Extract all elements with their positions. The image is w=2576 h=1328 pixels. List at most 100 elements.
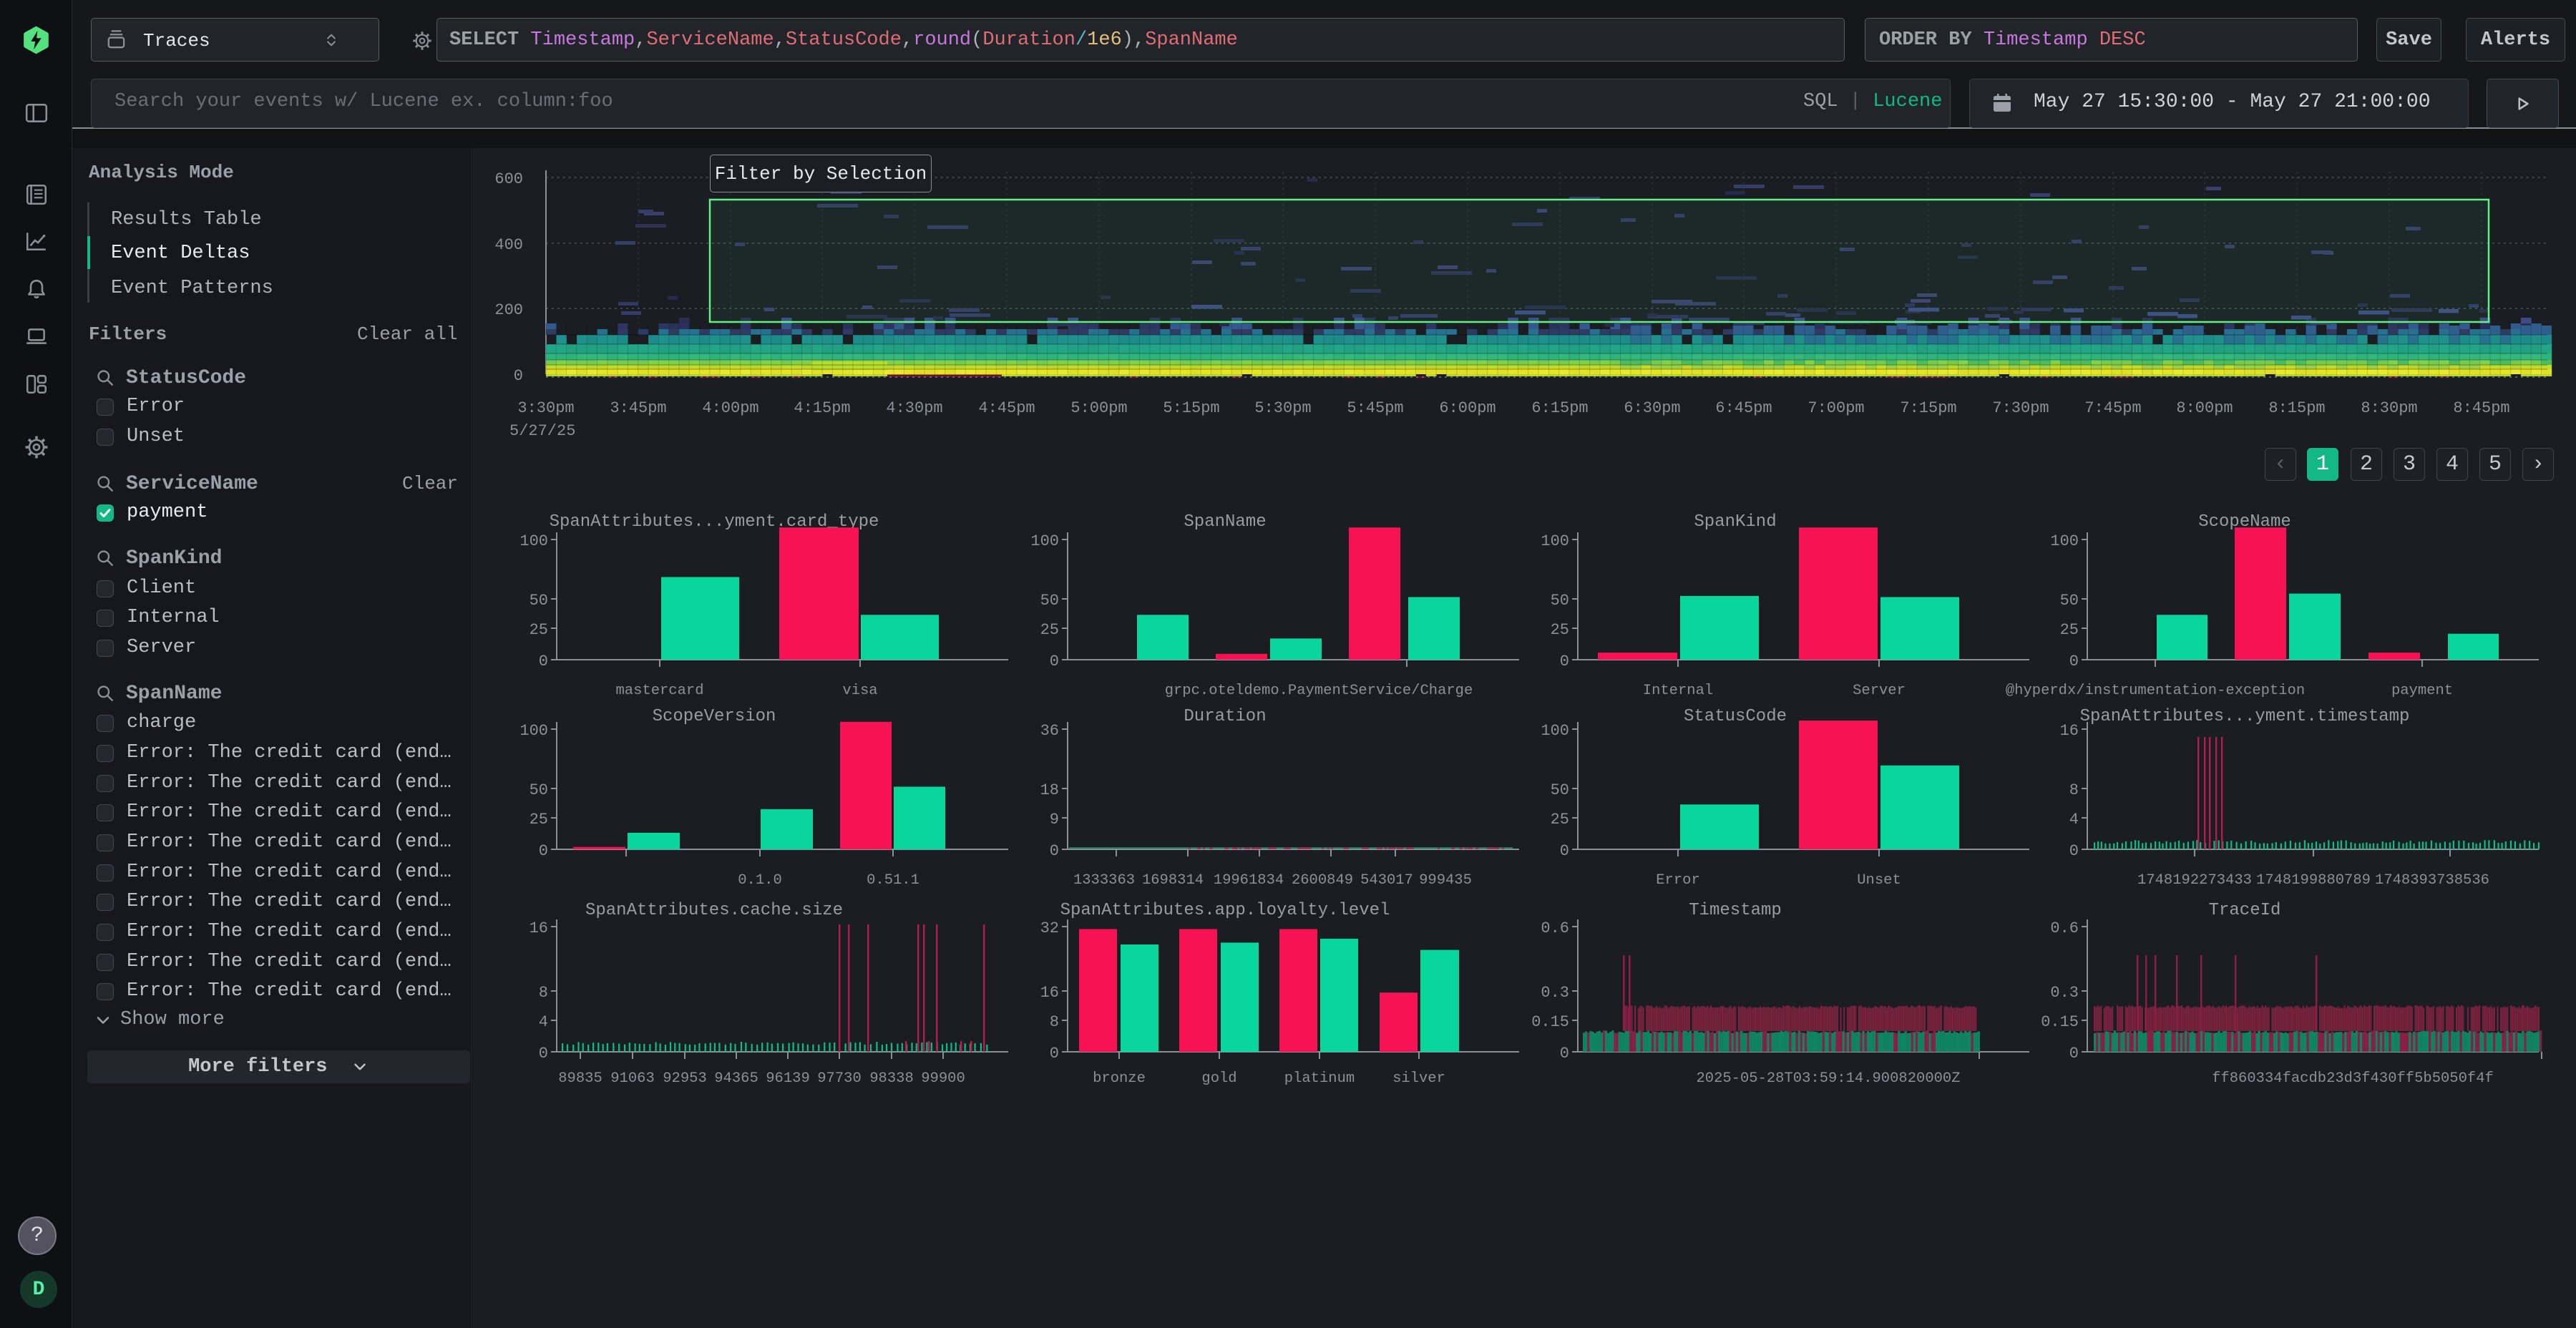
svg-text:50: 50 xyxy=(530,781,548,799)
svg-text:7:45pm: 7:45pm xyxy=(2084,399,2141,417)
svg-text:8: 8 xyxy=(1050,1013,1059,1031)
svg-text:16: 16 xyxy=(1040,984,1059,1002)
svg-text:600: 600 xyxy=(494,170,523,188)
svg-text:999435: 999435 xyxy=(1419,872,1472,889)
svg-text:4:30pm: 4:30pm xyxy=(886,399,942,417)
svg-text:99900: 99900 xyxy=(921,1070,965,1087)
svg-text:0: 0 xyxy=(539,842,548,860)
svg-text:91063: 91063 xyxy=(610,1070,655,1087)
svg-text:2600849: 2600849 xyxy=(1292,872,1353,889)
svg-text:SpanName: SpanName xyxy=(1184,512,1266,532)
svg-text:25: 25 xyxy=(1551,621,1569,639)
svg-text:100: 100 xyxy=(1541,532,1569,550)
svg-text:Internal: Internal xyxy=(1643,683,1713,699)
svg-text:8:45pm: 8:45pm xyxy=(2453,399,2509,417)
svg-text:4:15pm: 4:15pm xyxy=(794,399,850,417)
svg-text:0.15: 0.15 xyxy=(1531,1013,1569,1031)
svg-text:gold: gold xyxy=(1201,1070,1236,1087)
svg-text:0.6: 0.6 xyxy=(1541,919,1569,937)
svg-text:0.3: 0.3 xyxy=(2050,984,2079,1002)
svg-text:6:30pm: 6:30pm xyxy=(1624,399,1680,417)
svg-text:100: 100 xyxy=(519,532,548,550)
svg-text:5/27/25: 5/27/25 xyxy=(509,422,575,440)
svg-text:7:00pm: 7:00pm xyxy=(1807,399,1864,417)
svg-text:8:00pm: 8:00pm xyxy=(2176,399,2233,417)
svg-text:Duration: Duration xyxy=(1184,707,1266,726)
svg-text:bronze: bronze xyxy=(1093,1070,1146,1087)
svg-text:@hyperdx/instrumentation-excep: @hyperdx/instrumentation-exception xyxy=(2006,683,2305,699)
svg-text:9: 9 xyxy=(1050,811,1059,829)
svg-text:Error: Error xyxy=(1656,872,1700,889)
svg-text:8:30pm: 8:30pm xyxy=(2361,399,2417,417)
svg-text:0.6: 0.6 xyxy=(2050,919,2079,937)
svg-text:50: 50 xyxy=(530,592,548,610)
svg-text:19961834: 19961834 xyxy=(1214,872,1284,889)
svg-text:100: 100 xyxy=(1541,722,1569,740)
svg-text:SpanAttributes...yment.timesta: SpanAttributes...yment.timestamp xyxy=(2080,707,2410,726)
svg-text:0: 0 xyxy=(1560,1045,1569,1063)
svg-text:25: 25 xyxy=(1551,811,1569,829)
svg-text:8:15pm: 8:15pm xyxy=(2268,399,2325,417)
svg-text:7:15pm: 7:15pm xyxy=(1900,399,1956,417)
svg-text:4: 4 xyxy=(2069,811,2079,829)
svg-text:TraceId: TraceId xyxy=(2209,901,2281,920)
svg-text:2025-05-28T03:59:14.900820000Z: 2025-05-28T03:59:14.900820000Z xyxy=(1696,1070,1960,1087)
svg-text:3:45pm: 3:45pm xyxy=(610,399,666,417)
svg-text:1333363: 1333363 xyxy=(1073,872,1135,889)
svg-text:1748199880789: 1748199880789 xyxy=(2256,872,2371,889)
svg-text:100: 100 xyxy=(519,722,548,740)
svg-text:Server: Server xyxy=(1853,683,1906,699)
svg-text:1748393738536: 1748393738536 xyxy=(2375,872,2489,889)
svg-text:payment: payment xyxy=(2391,683,2453,699)
svg-text:25: 25 xyxy=(530,811,548,829)
svg-text:4: 4 xyxy=(539,1013,548,1031)
svg-text:0: 0 xyxy=(2069,653,2079,670)
svg-text:6:45pm: 6:45pm xyxy=(1715,399,1772,417)
svg-text:0.3: 0.3 xyxy=(1541,984,1569,1002)
svg-text:0.15: 0.15 xyxy=(2041,1013,2079,1031)
svg-text:100: 100 xyxy=(2050,532,2079,550)
svg-text:50: 50 xyxy=(2060,592,2079,610)
svg-text:0: 0 xyxy=(1560,653,1569,670)
svg-text:ScopeVersion: ScopeVersion xyxy=(653,707,776,726)
svg-text:97730: 97730 xyxy=(817,1070,862,1087)
svg-text:16: 16 xyxy=(2060,722,2079,740)
svg-text:0: 0 xyxy=(539,1045,548,1063)
svg-text:5:00pm: 5:00pm xyxy=(1070,399,1127,417)
svg-text:7:30pm: 7:30pm xyxy=(1992,399,2049,417)
svg-text:0: 0 xyxy=(2069,842,2079,860)
svg-text:0: 0 xyxy=(1050,1045,1059,1063)
svg-text:0: 0 xyxy=(2069,1045,2079,1063)
svg-text:4:00pm: 4:00pm xyxy=(702,399,758,417)
svg-text:0: 0 xyxy=(514,367,523,385)
svg-text:SpanAttributes.app.loyalty.lev: SpanAttributes.app.loyalty.level xyxy=(1060,901,1390,920)
svg-text:mastercard: mastercard xyxy=(615,683,703,699)
svg-text:6:15pm: 6:15pm xyxy=(1531,399,1588,417)
svg-text:36: 36 xyxy=(1040,722,1059,740)
svg-text:200: 200 xyxy=(494,301,523,319)
svg-text:4:45pm: 4:45pm xyxy=(978,399,1035,417)
svg-text:StatusCode: StatusCode xyxy=(1684,707,1787,726)
svg-text:0: 0 xyxy=(1560,842,1569,860)
svg-text:25: 25 xyxy=(1040,621,1059,639)
svg-text:16: 16 xyxy=(530,919,548,937)
svg-text:6:00pm: 6:00pm xyxy=(1439,399,1496,417)
svg-text:5:15pm: 5:15pm xyxy=(1163,399,1219,417)
svg-text:Timestamp: Timestamp xyxy=(1689,901,1782,920)
svg-text:SpanKind: SpanKind xyxy=(1694,512,1776,532)
svg-text:ff860334facdb23d3f430ff5b5050f: ff860334facdb23d3f430ff5b5050f4f xyxy=(2212,1070,2494,1087)
svg-text:silver: silver xyxy=(1392,1070,1445,1087)
svg-text:0.1.0: 0.1.0 xyxy=(738,872,782,889)
svg-text:visa: visa xyxy=(842,683,877,699)
svg-text:SpanAttributes.cache.size: SpanAttributes.cache.size xyxy=(585,901,843,920)
svg-text:543017: 543017 xyxy=(1360,872,1413,889)
svg-text:5:30pm: 5:30pm xyxy=(1254,399,1311,417)
svg-text:100: 100 xyxy=(1030,532,1059,550)
svg-text:92953: 92953 xyxy=(663,1070,707,1087)
svg-text:grpc.oteldemo.PaymentService/C: grpc.oteldemo.PaymentService/Charge xyxy=(1165,683,1473,699)
svg-text:89835: 89835 xyxy=(558,1070,602,1087)
svg-text:Unset: Unset xyxy=(1857,872,1901,889)
svg-text:32: 32 xyxy=(1040,919,1059,937)
svg-text:50: 50 xyxy=(1551,781,1569,799)
svg-text:1748192273433: 1748192273433 xyxy=(2137,872,2252,889)
